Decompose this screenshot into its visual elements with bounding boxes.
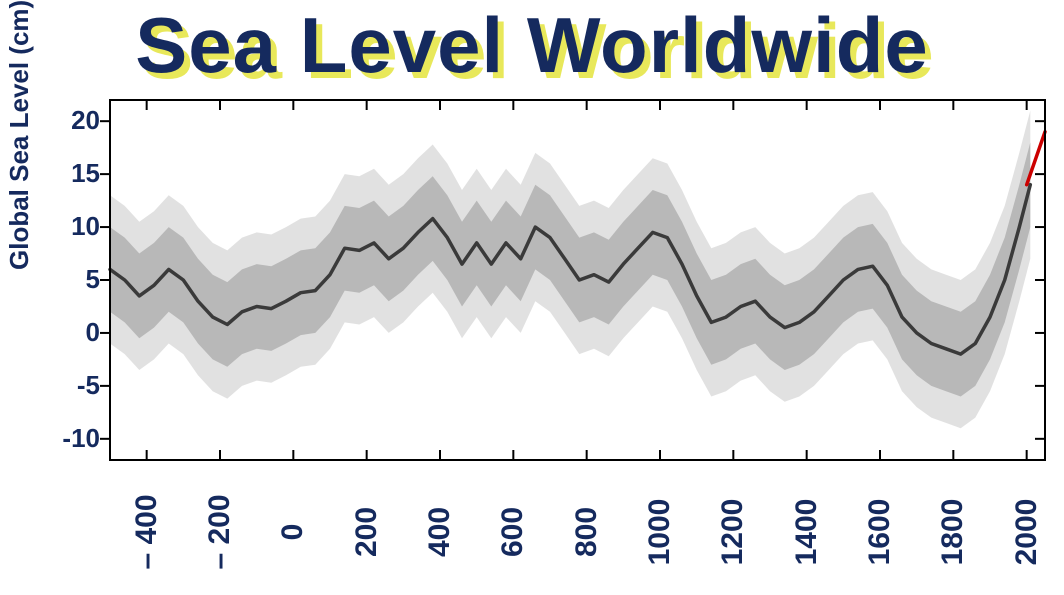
x-tick-label: 1400 (790, 492, 824, 572)
x-tick-label: 1200 (716, 492, 750, 572)
x-tick-label: 1800 (936, 492, 970, 572)
x-tick-label: 1000 (643, 492, 677, 572)
y-tick-label: 10 (40, 211, 100, 242)
x-tick-label: 200 (350, 492, 384, 572)
chart-svg (40, 90, 1050, 590)
y-axis-label: Global Sea Level (cm) (4, 0, 35, 270)
x-tick-label: 0 (276, 492, 310, 572)
x-tick-label: 600 (496, 492, 530, 572)
y-tick-label: -10 (40, 423, 100, 454)
y-tick-label: -5 (40, 370, 100, 401)
x-tick-label: 1600 (863, 492, 897, 572)
x-tick-label: 2000 (1010, 492, 1044, 572)
y-tick-label: 20 (40, 105, 100, 136)
x-tick-label: 400 (423, 492, 457, 572)
x-tick-label: 800 (570, 492, 604, 572)
y-tick-label: 15 (40, 158, 100, 189)
title-main: Sea Level Worldwide (135, 0, 928, 91)
figure: Sea Level Worldwide Sea Level Worldwide … (0, 0, 1064, 595)
title-block: Sea Level Worldwide Sea Level Worldwide (0, 0, 1064, 91)
x-tick-label: – 400 (130, 492, 164, 572)
y-tick-label: 0 (40, 317, 100, 348)
y-tick-label: 5 (40, 264, 100, 295)
x-tick-label: – 200 (203, 492, 237, 572)
